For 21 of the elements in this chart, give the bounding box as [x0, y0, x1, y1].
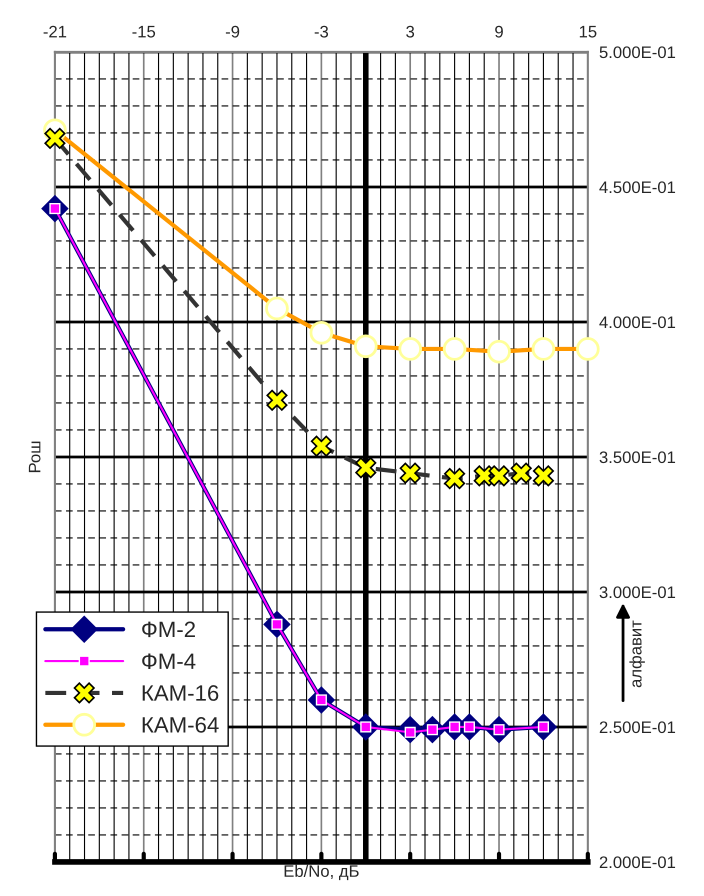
- legend-label: ФМ-2: [142, 622, 195, 638]
- x-tick-label: 9: [495, 26, 503, 38]
- y-tick-label: 4.500E-01: [599, 181, 676, 194]
- legend-label: ФМ-4: [142, 653, 196, 669]
- y-tick-label: 2.000E-01: [600, 856, 676, 868]
- x-tick-label: -9: [226, 26, 240, 38]
- x-tick-label: -21: [44, 26, 66, 38]
- x-tick-label: -15: [132, 26, 156, 38]
- x-tick-label: 15: [580, 26, 596, 38]
- text: алфавит: [629, 620, 645, 688]
- x-tick-label: 3: [406, 26, 414, 38]
- y-tick-label: 3.500E-01: [600, 451, 676, 464]
- x-tick-label: -3: [314, 26, 328, 38]
- legend-label: КАМ-16: [142, 685, 218, 701]
- y-tick-label: 4.000E-01: [599, 316, 676, 328]
- legend-label: КАМ-64: [142, 716, 219, 733]
- x-axis-title: Eb/No, дБ: [284, 864, 359, 880]
- y-tick-label: 3.000E-01: [600, 586, 676, 598]
- y-tick-label: 2.500E-01: [600, 721, 676, 734]
- y-tick-label: 5.000E-01: [600, 46, 676, 58]
- y-axis-title: Рош: [28, 442, 41, 472]
